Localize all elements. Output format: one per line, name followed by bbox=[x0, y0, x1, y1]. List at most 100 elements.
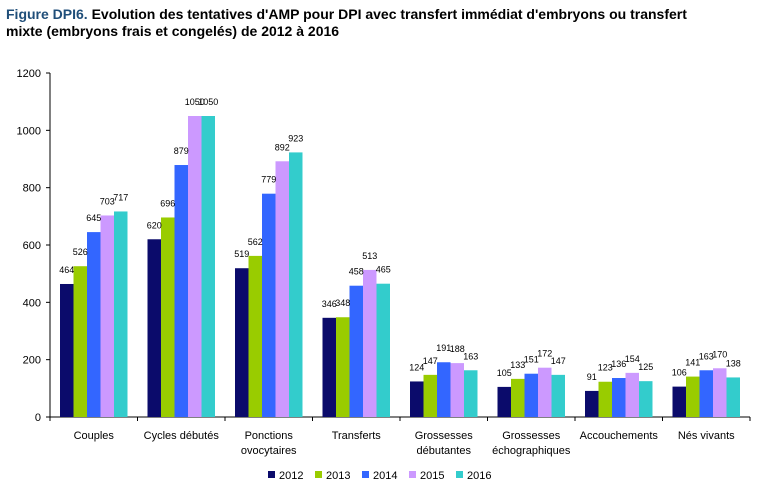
data-label: 163 bbox=[699, 351, 714, 361]
bar-2012 bbox=[497, 386, 511, 417]
legend-label: 2016 bbox=[467, 470, 491, 482]
bar-2014 bbox=[699, 370, 713, 417]
bar-2012 bbox=[235, 268, 249, 417]
bar-2014 bbox=[349, 285, 363, 417]
data-label: 465 bbox=[376, 265, 391, 275]
data-label: 879 bbox=[174, 146, 189, 156]
bar-2016 bbox=[114, 211, 128, 417]
data-label: 188 bbox=[450, 344, 465, 354]
bar-2014 bbox=[612, 378, 626, 417]
category-label: Nés vivants bbox=[678, 430, 735, 442]
data-label: 91 bbox=[587, 372, 597, 382]
bar-2016 bbox=[726, 377, 740, 417]
data-label: 124 bbox=[409, 362, 424, 372]
bar-2014 bbox=[437, 362, 451, 417]
bar-2015 bbox=[363, 269, 377, 417]
data-label: 620 bbox=[147, 220, 162, 230]
bar-2012 bbox=[60, 283, 74, 417]
chart-legend: 2012 2013 2014 2015 2016 bbox=[268, 470, 491, 482]
data-label: 151 bbox=[524, 355, 539, 365]
data-label: 163 bbox=[463, 351, 478, 361]
bar-2012 bbox=[410, 381, 424, 417]
bar-2015 bbox=[713, 368, 727, 417]
legend-swatch bbox=[409, 471, 416, 478]
data-label: 779 bbox=[261, 175, 276, 185]
bar-2012 bbox=[147, 239, 161, 417]
figure-number: Figure DPI6. bbox=[6, 6, 88, 22]
chart-title: Figure DPI6. Evolution des tentatives d'… bbox=[6, 6, 746, 40]
bar-2012 bbox=[585, 390, 599, 417]
bar-2014 bbox=[174, 165, 188, 417]
bar-2014 bbox=[87, 232, 101, 417]
bar-2014 bbox=[524, 373, 538, 417]
y-tick-label: 200 bbox=[23, 355, 41, 367]
bar-2013 bbox=[686, 376, 700, 417]
data-label: 464 bbox=[59, 265, 74, 275]
data-label: 703 bbox=[100, 196, 115, 206]
bar-2016 bbox=[289, 152, 303, 417]
data-label: 172 bbox=[537, 349, 552, 359]
data-label: 513 bbox=[362, 251, 377, 261]
y-tick-label: 600 bbox=[23, 240, 41, 252]
legend-label: 2014 bbox=[373, 470, 397, 482]
bar-2016 bbox=[551, 374, 565, 417]
data-label: 1050 bbox=[185, 97, 205, 107]
bar-2016 bbox=[201, 116, 215, 417]
data-label: 526 bbox=[73, 247, 88, 257]
bar-2016 bbox=[464, 370, 478, 417]
category-label: Cycles débutés bbox=[144, 430, 220, 442]
data-label: 154 bbox=[625, 354, 640, 364]
category-label: Ponctions ovocytaires bbox=[241, 430, 297, 457]
data-label: 892 bbox=[275, 142, 290, 152]
category-label: Grossesses échographiques bbox=[492, 430, 571, 457]
data-label: 136 bbox=[611, 359, 626, 369]
bar-2015 bbox=[188, 116, 202, 417]
data-label: 123 bbox=[598, 363, 613, 373]
chart-title-text: Evolution des tentatives d'AMP pour DPI … bbox=[6, 6, 687, 39]
data-label: 562 bbox=[248, 237, 263, 247]
legend-label: 2013 bbox=[326, 470, 350, 482]
data-label: 105 bbox=[497, 368, 512, 378]
data-label: 458 bbox=[349, 267, 364, 277]
bar-2015 bbox=[450, 363, 464, 417]
legend-label: 2015 bbox=[420, 470, 444, 482]
y-tick-label: 1000 bbox=[17, 125, 41, 137]
bar-2012 bbox=[672, 386, 686, 417]
data-label: 125 bbox=[638, 362, 653, 372]
data-label: 519 bbox=[234, 249, 249, 259]
data-label: 923 bbox=[288, 133, 303, 143]
y-tick-label: 400 bbox=[23, 297, 41, 309]
bar-2015 bbox=[275, 161, 289, 417]
y-tick-label: 1200 bbox=[17, 68, 41, 80]
data-label: 147 bbox=[423, 356, 438, 366]
bar-2013 bbox=[336, 317, 350, 417]
legend-swatch bbox=[315, 471, 322, 478]
chart-bars bbox=[60, 116, 740, 417]
data-label: 1050 bbox=[198, 97, 218, 107]
data-label: 138 bbox=[726, 358, 741, 368]
data-label: 191 bbox=[436, 343, 451, 353]
bar-2012 bbox=[322, 317, 336, 417]
bar-2013 bbox=[511, 378, 525, 417]
data-label: 106 bbox=[672, 368, 687, 378]
category-label: Accouchements bbox=[580, 430, 659, 442]
category-label: Grossesses débutantes bbox=[415, 430, 474, 457]
y-tick-label: 800 bbox=[23, 183, 41, 195]
legend-swatch bbox=[268, 471, 275, 478]
y-tick-label: 0 bbox=[35, 412, 41, 424]
bar-2013 bbox=[598, 381, 612, 417]
bar-2013 bbox=[248, 255, 262, 417]
bar-2014 bbox=[262, 193, 276, 417]
bar-2015 bbox=[625, 372, 639, 417]
data-label: 696 bbox=[160, 198, 175, 208]
bar-2015 bbox=[100, 215, 114, 417]
legend-swatch bbox=[456, 471, 463, 478]
legend-swatch bbox=[362, 471, 369, 478]
category-label: Transferts bbox=[332, 430, 382, 442]
data-label: 346 bbox=[322, 299, 337, 309]
data-label: 170 bbox=[712, 349, 727, 359]
data-label: 147 bbox=[551, 356, 566, 366]
bar-2013 bbox=[423, 374, 437, 417]
